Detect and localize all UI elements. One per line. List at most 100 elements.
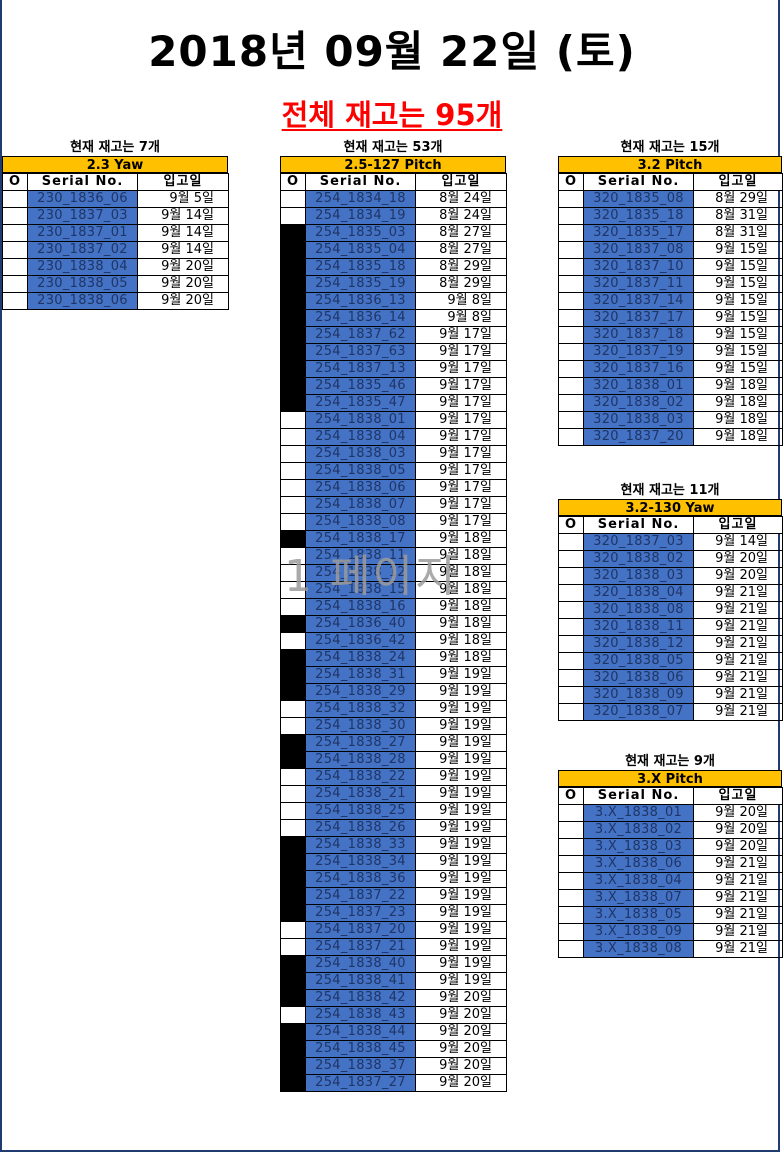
o-mark-cell xyxy=(280,394,306,412)
date-cell: 9월 21일 xyxy=(693,584,783,602)
serial-column-header: Serial No. xyxy=(583,516,694,534)
date-cell: 9월 17일 xyxy=(415,428,507,446)
o-mark-cell xyxy=(558,241,584,259)
date-cell: 9월 17일 xyxy=(415,513,507,531)
o-mark-cell xyxy=(280,734,306,752)
serial-cell: 320_1837_17 xyxy=(583,309,694,327)
table-row: 320_1837_14 9월 15일 xyxy=(558,292,783,310)
table-row: 254_1838_04 9월 17일 xyxy=(280,428,507,446)
table-row: 254_1838_32 9월 19일 xyxy=(280,700,507,718)
table-row: 254_1838_03 9월 17일 xyxy=(280,445,507,463)
table-row: 3.X_1838_01 9월 20일 xyxy=(558,804,783,822)
date-cell: 9월 20일 xyxy=(693,567,783,585)
date-cell: 9월 19일 xyxy=(415,734,507,752)
table-row: 254_1838_40 9월 19일 xyxy=(280,955,507,973)
date-cell: 9월 19일 xyxy=(415,700,507,718)
date-cell: 9월 17일 xyxy=(415,394,507,412)
table-row: 320_1838_03 9월 18일 xyxy=(558,411,783,429)
table-row: 254_1838_15 9월 18일 xyxy=(280,581,507,599)
o-mark-cell xyxy=(558,584,584,602)
date-cell: 9월 20일 xyxy=(693,804,783,822)
o-column-header: O xyxy=(558,787,584,805)
serial-cell: 320_1838_01 xyxy=(583,377,694,395)
serial-cell: 320_1838_05 xyxy=(583,652,694,670)
serial-cell: 254_1838_43 xyxy=(305,1006,416,1024)
date-cell: 9월 15일 xyxy=(693,241,783,259)
serial-cell: 254_1838_36 xyxy=(305,870,416,888)
serial-cell: 254_1838_45 xyxy=(305,1040,416,1058)
table-row: 3.X_1838_05 9월 21일 xyxy=(558,906,783,924)
serial-cell: 254_1835_46 xyxy=(305,377,416,395)
date-cell: 9월 8일 xyxy=(415,309,507,327)
date-cell: 9월 19일 xyxy=(415,887,507,905)
table-row: 254_1838_08 9월 17일 xyxy=(280,513,507,531)
table-row: 254_1836_13 9월 8일 xyxy=(280,292,507,310)
table-row: 254_1838_45 9월 20일 xyxy=(280,1040,507,1058)
date-cell: 9월 14일 xyxy=(693,533,783,551)
date-cell: 8월 29일 xyxy=(693,190,783,208)
table-row: 254_1837_63 9월 17일 xyxy=(280,343,507,361)
date-cell: 9월 21일 xyxy=(693,923,783,941)
serial-cell: 3.X_1838_06 xyxy=(583,855,694,873)
date-cell: 9월 14일 xyxy=(137,241,229,259)
o-mark-cell xyxy=(558,838,584,856)
o-column-header: O xyxy=(2,173,28,191)
date-cell: 8월 31일 xyxy=(693,207,783,225)
o-mark-cell xyxy=(558,292,584,310)
o-mark-cell xyxy=(558,804,584,822)
serial-cell: 230_1837_03 xyxy=(27,207,138,225)
o-mark-cell xyxy=(280,717,306,735)
table-row: 320_1837_17 9월 15일 xyxy=(558,309,783,327)
o-mark-cell xyxy=(558,855,584,873)
serial-cell: 254_1835_18 xyxy=(305,258,416,276)
date-cell: 9월 15일 xyxy=(693,343,783,361)
o-mark-cell xyxy=(280,683,306,701)
table-row: 320_1837_20 9월 18일 xyxy=(558,428,783,446)
serial-cell: 320_1838_12 xyxy=(583,635,694,653)
date-cell: 9월 17일 xyxy=(415,411,507,429)
o-mark-cell xyxy=(558,224,584,242)
o-column-header: O xyxy=(280,173,306,191)
o-mark-cell xyxy=(558,309,584,327)
o-mark-cell xyxy=(280,564,306,582)
date-cell: 9월 20일 xyxy=(137,258,229,276)
serial-cell: 320_1837_19 xyxy=(583,343,694,361)
model-header: 2.3 Yaw xyxy=(2,156,228,173)
o-mark-cell xyxy=(280,275,306,293)
serial-cell: 254_1838_31 xyxy=(305,666,416,684)
serial-column-header: Serial No. xyxy=(583,787,694,805)
date-cell: 9월 17일 xyxy=(415,496,507,514)
serial-cell: 254_1838_08 xyxy=(305,513,416,531)
table-row: 254_1838_22 9월 19일 xyxy=(280,768,507,786)
table-row: 320_1838_12 9월 21일 xyxy=(558,635,783,653)
serial-cell: 3.X_1838_05 xyxy=(583,906,694,924)
serial-cell: 3.X_1838_02 xyxy=(583,821,694,839)
table-row: 254_1836_42 9월 18일 xyxy=(280,632,507,650)
date-cell: 9월 19일 xyxy=(415,853,507,871)
stock-count: 현재 재고는 11개 xyxy=(620,483,720,498)
serial-cell: 3.X_1838_01 xyxy=(583,804,694,822)
serial-cell: 254_1838_33 xyxy=(305,836,416,854)
table-row: 254_1837_22 9월 19일 xyxy=(280,887,507,905)
serial-cell: 320_1838_03 xyxy=(583,411,694,429)
model-header: 3.X Pitch xyxy=(558,770,782,787)
serial-cell: 320_1837_20 xyxy=(583,428,694,446)
date-cell: 9월 15일 xyxy=(693,258,783,276)
stock-count: 현재 재고는 9개 xyxy=(625,754,715,769)
inventory-table: O Serial No. 입고일 254_1834_18 8월 24일 254_1834_… xyxy=(280,173,507,1092)
serial-cell: 254_1838_40 xyxy=(305,955,416,973)
o-mark-cell xyxy=(280,989,306,1007)
serial-cell: 320_1838_09 xyxy=(583,686,694,704)
o-mark-cell xyxy=(280,479,306,497)
date-cell: 9월 21일 xyxy=(693,906,783,924)
o-mark-cell xyxy=(280,751,306,769)
serial-cell: 254_1838_05 xyxy=(305,462,416,480)
table-row: 3.X_1838_03 9월 20일 xyxy=(558,838,783,856)
serial-cell: 320_1838_11 xyxy=(583,618,694,636)
date-cell: 9월 20일 xyxy=(415,1074,507,1092)
serial-cell: 254_1838_30 xyxy=(305,717,416,735)
table-row: 230_1838_04 9월 20일 xyxy=(2,258,229,276)
o-mark-cell xyxy=(280,836,306,854)
table-row: 254_1838_07 9월 17일 xyxy=(280,496,507,514)
date-cell: 8월 24일 xyxy=(415,207,507,225)
